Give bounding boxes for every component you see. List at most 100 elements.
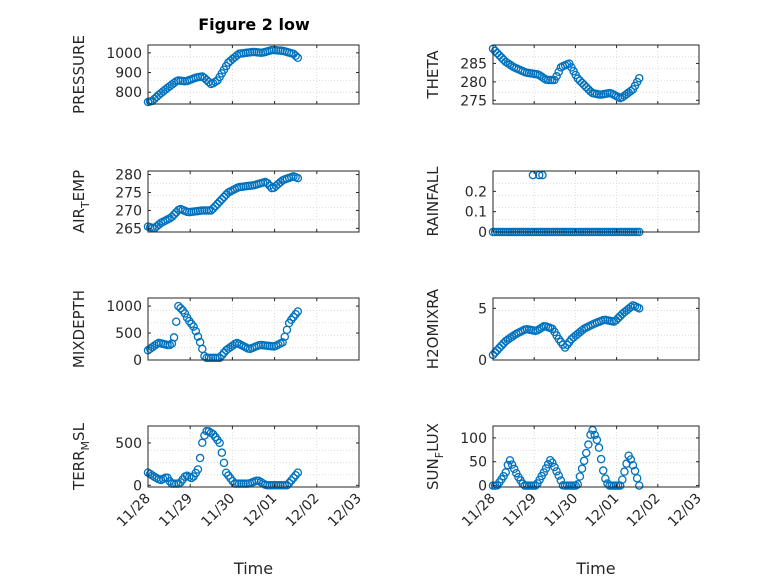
data-point [154, 220, 164, 229]
data-point [265, 181, 274, 190]
data-point [215, 438, 224, 448]
y-axis-label: AIRTEMP [70, 170, 92, 233]
y-axis-label: SUNFLUX [424, 423, 446, 490]
data-point [276, 177, 285, 187]
axes-box [147, 297, 360, 361]
data-point [497, 341, 506, 350]
data-point [293, 173, 303, 183]
data-point [586, 430, 595, 439]
data-point [635, 481, 644, 490]
subplot-6: 0 5 H2OMIXRA [424, 288, 700, 369]
subplot-5: 0 500 1000 MIXDEPTH [70, 290, 360, 369]
data-point [626, 86, 636, 96]
data-point [193, 465, 203, 474]
y-axis-label: THETA [424, 50, 442, 100]
y-tick-label: 0 [478, 479, 487, 495]
data-points [488, 301, 644, 360]
y-tick-label: 500 [115, 326, 142, 342]
data-points [143, 172, 303, 233]
data-point [503, 59, 513, 68]
data-point [195, 453, 205, 463]
data-point [552, 467, 561, 476]
data-point [492, 345, 502, 355]
x-tick-label: 12/01 [583, 491, 623, 531]
y-axis-label: H2OMIXRA [424, 288, 442, 369]
data-points [488, 170, 644, 237]
axes-box [147, 44, 360, 105]
x-tick-label: 12/02 [283, 491, 323, 531]
data-point [145, 469, 155, 479]
data-point [507, 460, 517, 469]
data-point [535, 71, 544, 80]
y-tick-label: 0 [133, 478, 142, 494]
axes-box [492, 170, 700, 233]
data-point [206, 206, 216, 215]
x-tick-label: 12/02 [624, 491, 664, 531]
y-tick-label: 50 [469, 455, 487, 471]
y-tick-label: 0 [133, 353, 142, 369]
data-point [554, 67, 563, 77]
y-tick-label: 275 [460, 93, 487, 109]
data-point [282, 325, 292, 335]
data-point [191, 326, 201, 336]
y-tick-label: 265 [115, 221, 142, 237]
data-point [594, 443, 604, 452]
data-point [217, 448, 227, 457]
x-tick-label: 11/28 [459, 491, 499, 531]
data-point [211, 77, 220, 87]
y-tick-label: 280 [460, 75, 487, 91]
data-point [187, 473, 196, 483]
data-point [533, 326, 542, 335]
x-axis-label: Time [575, 559, 615, 578]
data-point [577, 464, 587, 473]
y-tick-label: 900 [115, 66, 142, 82]
data-point [167, 212, 177, 222]
data-point [213, 199, 222, 209]
data-point [293, 468, 303, 477]
data-point [584, 440, 593, 449]
data-point [189, 322, 198, 331]
data-point [505, 456, 515, 465]
axes-box [147, 425, 360, 488]
data-point [579, 80, 589, 90]
subplot-2: 275 280 285 THETA [424, 44, 700, 109]
x-tick-label: 12/03 [325, 491, 365, 531]
data-point [628, 460, 638, 470]
data-point [219, 192, 229, 202]
data-point [626, 455, 636, 464]
y-tick-label: 0 [478, 353, 487, 369]
data-point [217, 195, 227, 204]
y-tick-label: 0 [478, 225, 487, 241]
y-tick-label: 1000 [106, 299, 142, 315]
y-tick-label: 0.1 [465, 205, 487, 221]
data-point [180, 309, 190, 318]
y-tick-label: 100 [460, 431, 487, 447]
data-point [215, 353, 224, 363]
data-point [554, 471, 563, 480]
data-point [548, 458, 557, 467]
data-point [169, 333, 179, 342]
axes-box [492, 44, 700, 105]
data-point [503, 460, 513, 470]
x-tick-label: 11/28 [114, 491, 154, 531]
grid-lines [147, 171, 360, 232]
y-tick-label: 270 [115, 203, 142, 219]
data-point [507, 332, 517, 341]
data-point [505, 60, 515, 69]
data-point [613, 313, 623, 323]
data-point [635, 73, 644, 83]
data-point [169, 210, 179, 219]
data-point [501, 468, 510, 477]
y-tick-label: 280 [115, 168, 142, 184]
y-axis-label: PRESSURE [70, 35, 88, 114]
subplot-8: 0 50 100 11/28 11/29 11/30 12/01 12/02 12/03 SUNF… [424, 423, 705, 578]
data-point [148, 471, 157, 480]
data-point [495, 51, 504, 60]
y-tick-label: 285 [460, 56, 487, 72]
data-points [143, 45, 303, 107]
data-point [289, 473, 298, 483]
data-point [171, 317, 181, 326]
x-tick-label: 11/29 [500, 491, 540, 531]
